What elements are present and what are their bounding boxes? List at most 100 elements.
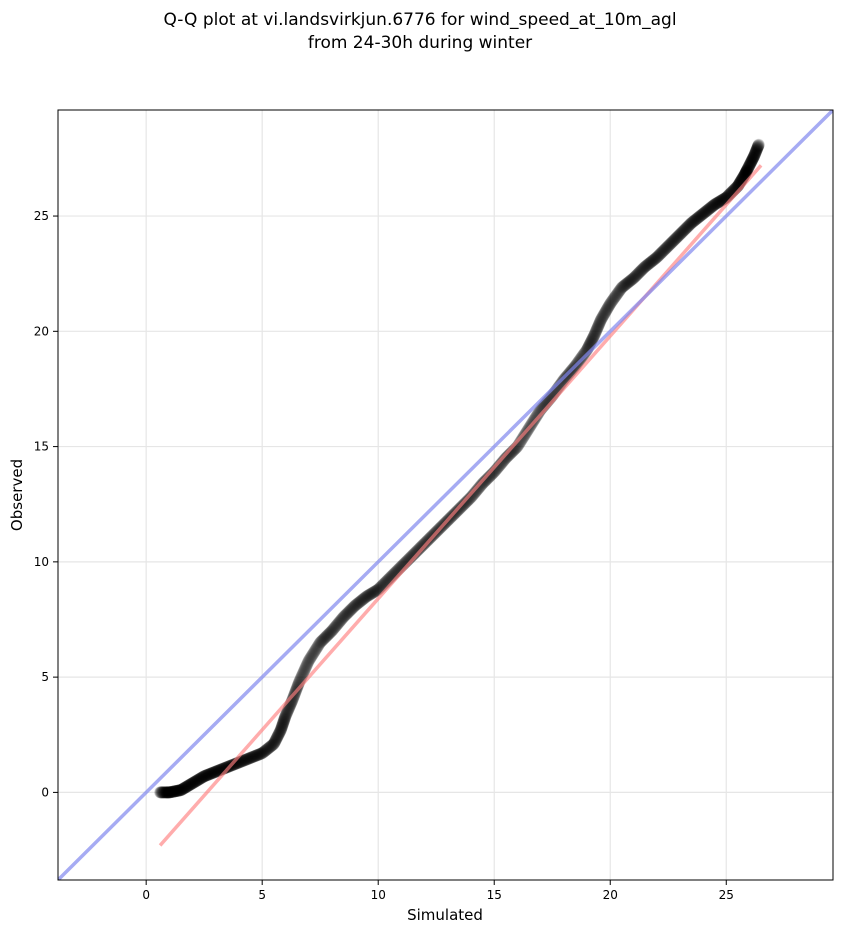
quantile-point bbox=[168, 785, 181, 798]
quantile-point bbox=[309, 644, 322, 657]
quantile-point bbox=[593, 318, 606, 331]
y-tick-label-2: 10 bbox=[34, 555, 49, 569]
quantile-point bbox=[645, 255, 658, 268]
quantile-point bbox=[249, 749, 262, 762]
quantile-point bbox=[415, 540, 428, 553]
quantile-point bbox=[743, 159, 756, 172]
quantile-point bbox=[715, 194, 728, 207]
quantile-point bbox=[467, 488, 480, 501]
chart-title-line-1: Q-Q plot at vi.landsvirkjun.6776 for win… bbox=[163, 10, 676, 30]
quantile-point bbox=[278, 714, 291, 727]
quantile-point bbox=[175, 783, 188, 796]
quantile-point bbox=[625, 273, 638, 286]
quantile-point bbox=[751, 141, 764, 154]
quantile-point bbox=[200, 769, 213, 782]
quantile-point bbox=[740, 164, 753, 177]
quantile-point bbox=[743, 159, 756, 172]
quantile-point bbox=[611, 287, 624, 300]
quantile-point bbox=[257, 746, 270, 759]
quantile-point bbox=[300, 660, 313, 673]
quantile-point bbox=[328, 621, 341, 634]
quantile-point bbox=[354, 595, 367, 608]
quantile-point bbox=[282, 704, 295, 717]
quantile-point bbox=[277, 716, 290, 729]
quantile-point bbox=[748, 149, 761, 162]
quantile-point bbox=[748, 148, 761, 161]
quantile-point bbox=[271, 731, 284, 744]
quantile-point bbox=[335, 613, 348, 626]
quantile-point bbox=[690, 213, 703, 226]
quantile-point bbox=[248, 750, 261, 763]
quantile-point bbox=[647, 254, 660, 267]
quantile-point bbox=[668, 234, 681, 247]
quantile-point bbox=[626, 272, 639, 285]
quantile-point bbox=[630, 269, 643, 282]
quantile-point bbox=[627, 272, 640, 285]
quantile-point bbox=[607, 293, 620, 306]
quantile-point bbox=[338, 609, 351, 622]
quantile-point bbox=[176, 783, 189, 796]
quantile-point bbox=[204, 767, 217, 780]
quantile-point bbox=[261, 742, 274, 755]
quantile-point bbox=[365, 587, 378, 600]
quantile-point bbox=[272, 729, 285, 742]
quantile-point bbox=[192, 773, 205, 786]
quantile-point bbox=[273, 727, 286, 740]
quantile-point bbox=[748, 148, 761, 161]
quantile-point bbox=[707, 199, 720, 212]
quantile-point bbox=[663, 239, 676, 252]
quantile-point bbox=[591, 321, 604, 334]
quantile-point bbox=[324, 626, 337, 639]
quantile-point bbox=[741, 162, 754, 175]
quantile-point bbox=[321, 628, 334, 641]
quantile-point bbox=[196, 771, 209, 784]
quantile-point bbox=[660, 241, 673, 254]
quantile-point bbox=[646, 254, 659, 267]
quantile-point bbox=[596, 310, 609, 323]
quantile-point bbox=[585, 334, 598, 347]
quantile-point bbox=[344, 604, 357, 617]
quantile-point bbox=[330, 619, 343, 632]
quantile-point bbox=[229, 757, 242, 770]
quantile-point bbox=[350, 598, 363, 611]
quantile-point bbox=[160, 786, 173, 799]
quantile-point bbox=[238, 754, 251, 767]
y-tick-label-3: 15 bbox=[34, 440, 49, 454]
quantile-point bbox=[327, 623, 340, 636]
quantile-point bbox=[466, 489, 479, 502]
quantile-point bbox=[173, 784, 186, 797]
quantile-point bbox=[751, 142, 764, 155]
quantile-point bbox=[690, 213, 703, 226]
quantile-point bbox=[208, 766, 221, 779]
quantile-point bbox=[744, 157, 757, 170]
quantile-point bbox=[273, 726, 286, 739]
quantile-point bbox=[155, 786, 168, 799]
quantile-point bbox=[182, 779, 195, 792]
quantile-point bbox=[700, 205, 713, 218]
quantile-point bbox=[167, 785, 180, 798]
quantile-point bbox=[740, 165, 753, 178]
quantile-point bbox=[271, 729, 284, 742]
quantile-point bbox=[668, 233, 681, 246]
quantile-point bbox=[306, 648, 319, 661]
quantile-point bbox=[347, 601, 360, 614]
quantile-point bbox=[300, 659, 313, 672]
quantile-point bbox=[157, 786, 170, 799]
quantile-point bbox=[613, 284, 626, 297]
quantile-point bbox=[180, 780, 193, 793]
quantile-point bbox=[481, 472, 494, 485]
quantile-point bbox=[619, 278, 632, 291]
quantile-point bbox=[638, 261, 651, 274]
quantile-point bbox=[694, 209, 707, 222]
quantile-point bbox=[645, 255, 658, 268]
quantile-point bbox=[346, 602, 359, 615]
quantile-point bbox=[653, 248, 666, 261]
quantile-point bbox=[600, 304, 613, 317]
quantile-point bbox=[296, 669, 309, 682]
quantile-point bbox=[480, 473, 493, 486]
quantile-point bbox=[671, 230, 684, 243]
quantile-point bbox=[633, 266, 646, 279]
quantile-point bbox=[605, 296, 618, 309]
quantile-point bbox=[475, 478, 488, 491]
quantile-point bbox=[748, 148, 761, 161]
